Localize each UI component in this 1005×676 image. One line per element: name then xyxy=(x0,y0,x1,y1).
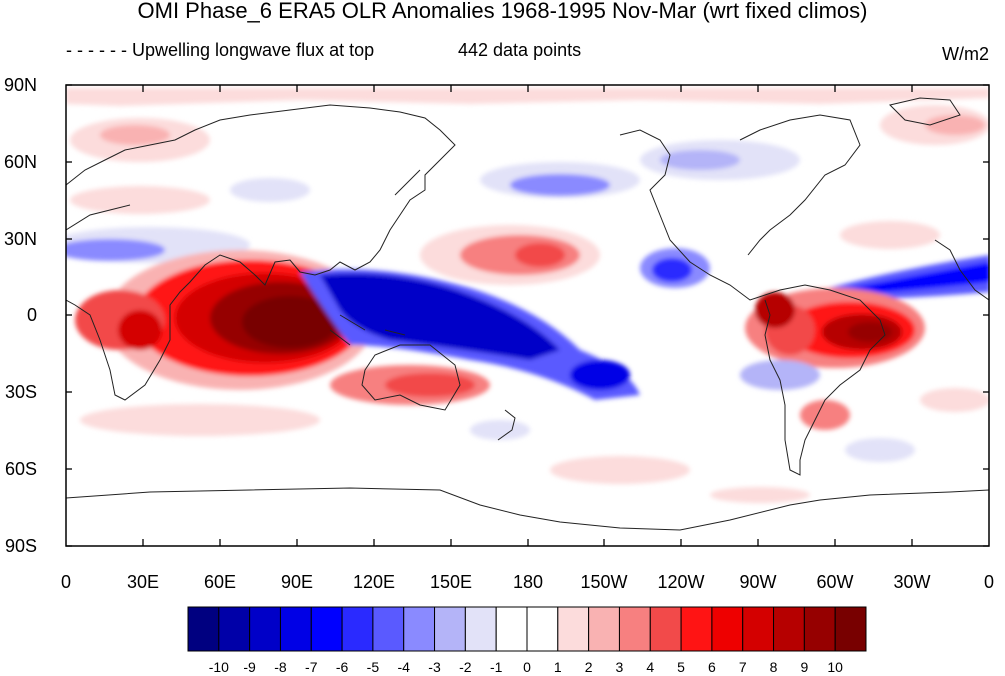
colorbar-swatch xyxy=(187,606,220,652)
y-tick-label: 30N xyxy=(3,229,37,249)
x-tick-label: 0 xyxy=(60,572,71,592)
colorbar-swatch xyxy=(773,606,805,652)
colorbar-swatch xyxy=(279,606,312,652)
colorbar-tick-label: -3 xyxy=(428,659,441,675)
x-tick-label: 30W xyxy=(893,572,931,592)
colorbar-tick-label: 10 xyxy=(827,659,843,675)
colorbar-swatch xyxy=(310,606,343,652)
colorbar-tick-label: -4 xyxy=(397,659,410,675)
colorbar-swatch xyxy=(464,606,497,652)
colorbar-tick-label: 2 xyxy=(584,659,593,675)
colorbar-swatch xyxy=(557,606,590,652)
x-tick-label: 150E xyxy=(429,572,473,592)
colorbar-tick-label: -7 xyxy=(305,659,318,675)
x-tick-label: 120W xyxy=(657,572,705,592)
colorbar-tick-label: -8 xyxy=(274,659,287,675)
colorbar-swatch xyxy=(711,606,744,652)
x-tick-label: 0 xyxy=(983,572,994,592)
colorbar-tick-label: 6 xyxy=(708,659,716,675)
anomaly-field xyxy=(66,85,989,546)
coastlines xyxy=(66,97,989,531)
colorbar-tick-label: 8 xyxy=(769,659,778,675)
x-tick-label: 30E xyxy=(126,572,160,592)
x-tick-label: 120E xyxy=(352,572,396,592)
y-tick-label: 60S xyxy=(4,459,37,479)
colorbar-swatch xyxy=(680,606,713,652)
colorbar-swatch xyxy=(649,606,682,652)
colorbar-tick-label: -6 xyxy=(335,659,349,675)
colorbar-tick-label: -1 xyxy=(489,659,503,675)
variable-description: - - - - - - Upwelling longwave flux at t… xyxy=(66,40,375,60)
colorbar-swatch xyxy=(495,606,528,652)
x-tick-label: 180 xyxy=(512,572,544,592)
colorbar-swatch xyxy=(618,606,651,652)
colorbar-tick-label: 5 xyxy=(677,659,685,675)
colorbar-tick-label: -2 xyxy=(459,659,472,675)
y-tick-label: 60N xyxy=(3,152,37,172)
colorbar-tick-label: -5 xyxy=(366,659,380,675)
x-tick-label: 150W xyxy=(580,572,628,592)
x-tick-label: 60E xyxy=(203,572,237,592)
y-tick-label: 90N xyxy=(3,75,37,95)
colorbar-tick-label: 3 xyxy=(615,659,624,675)
data-point-count: 442 data points xyxy=(458,40,582,60)
x-tick-label: 60W xyxy=(816,572,854,592)
colorbar-tick-label: -10 xyxy=(208,659,229,675)
colorbar-swatch xyxy=(803,606,836,652)
colorbar-swatch xyxy=(372,606,405,652)
colorbar-swatch xyxy=(742,606,775,652)
colorbar-tick-label: 9 xyxy=(800,659,809,675)
colorbar-tick-label: 7 xyxy=(738,659,747,675)
colorbar-swatch xyxy=(403,606,436,652)
colorbar-tick-label: 0 xyxy=(523,659,531,675)
axis-ticks xyxy=(66,84,989,547)
colorbar-swatch xyxy=(588,606,620,652)
y-tick-label: 0 xyxy=(26,305,37,325)
colorbar-swatch xyxy=(526,606,559,652)
y-tick-label: 90S xyxy=(4,536,37,556)
map-title: OMI Phase_6 ERA5 OLR Anomalies 1968-1995… xyxy=(137,0,868,23)
x-tick-label: 90E xyxy=(280,572,314,592)
colorbar-swatch xyxy=(434,606,466,652)
colorbar xyxy=(187,606,867,652)
units-label: W/m2 xyxy=(942,44,989,64)
colorbar-swatch xyxy=(834,606,867,652)
colorbar-swatch xyxy=(341,606,374,652)
colorbar-tick-label: -9 xyxy=(243,659,256,675)
colorbar-swatch xyxy=(218,606,251,652)
colorbar-swatch xyxy=(249,606,281,652)
x-tick-label: 90W xyxy=(739,572,777,592)
colorbar-tick-label: 4 xyxy=(646,659,655,675)
y-tick-label: 30S xyxy=(4,382,37,402)
colorbar-tick-label: 1 xyxy=(553,659,562,675)
